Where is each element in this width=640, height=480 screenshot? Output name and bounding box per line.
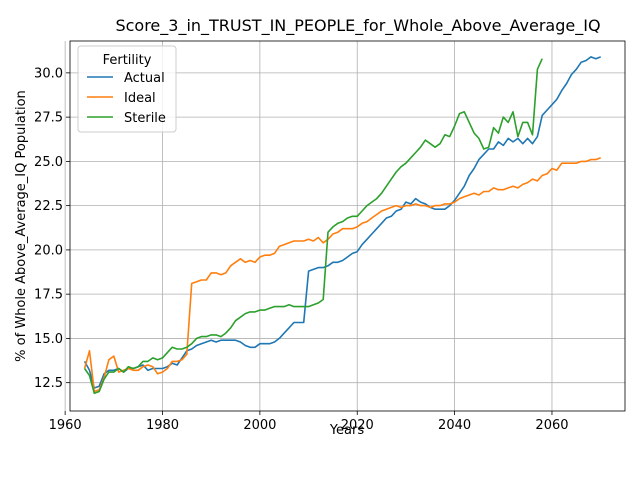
- series-line-sterile: [83, 58, 543, 395]
- x-tick-label: 2060: [535, 418, 568, 433]
- legend-box: [77, 45, 177, 133]
- x-tick-label: 2020: [341, 418, 374, 433]
- y-axis-label: % of Whole Above_Average_IQ Population: [14, 90, 29, 362]
- y-tick-label: 12.5: [34, 376, 63, 391]
- y-tick-label: 17.5: [34, 288, 63, 303]
- x-tick-label: 1980: [146, 418, 179, 433]
- y-tick-label: 30.0: [34, 66, 63, 81]
- x-tick-label: 1960: [49, 418, 82, 433]
- y-tick-label: 15.0: [34, 332, 63, 347]
- series-lines: [83, 56, 601, 395]
- legend-entries: Actual Ideal Sterile: [87, 71, 166, 126]
- axis-ticks: 1960 1980 2000 2020 2040 2060 12.5 15.0 17.5 20.0…: [34, 66, 568, 433]
- chart-title: Score_3_in_TRUST_IN_PEOPLE_for_Whole_Abo…: [115, 16, 600, 36]
- legend-label-actual: Actual: [124, 71, 165, 86]
- y-tick-label: 20.0: [34, 243, 63, 258]
- legend-label-sterile: Sterile: [124, 111, 166, 126]
- series-line-ideal: [83, 157, 601, 393]
- legend-title: Fertility: [103, 53, 152, 68]
- x-tick-label: 2040: [438, 418, 471, 433]
- x-axis-label: Years: [329, 423, 365, 438]
- y-tick-label: 22.5: [34, 199, 63, 214]
- grid: [64, 41, 625, 411]
- plot-area: [69, 40, 626, 412]
- y-tick-label: 25.0: [34, 155, 63, 170]
- legend-label-ideal: Ideal: [124, 91, 156, 106]
- x-tick-label: 2000: [243, 418, 276, 433]
- y-tick-label: 27.5: [34, 111, 63, 126]
- legend: Fertility Actual Ideal Sterile: [77, 45, 177, 133]
